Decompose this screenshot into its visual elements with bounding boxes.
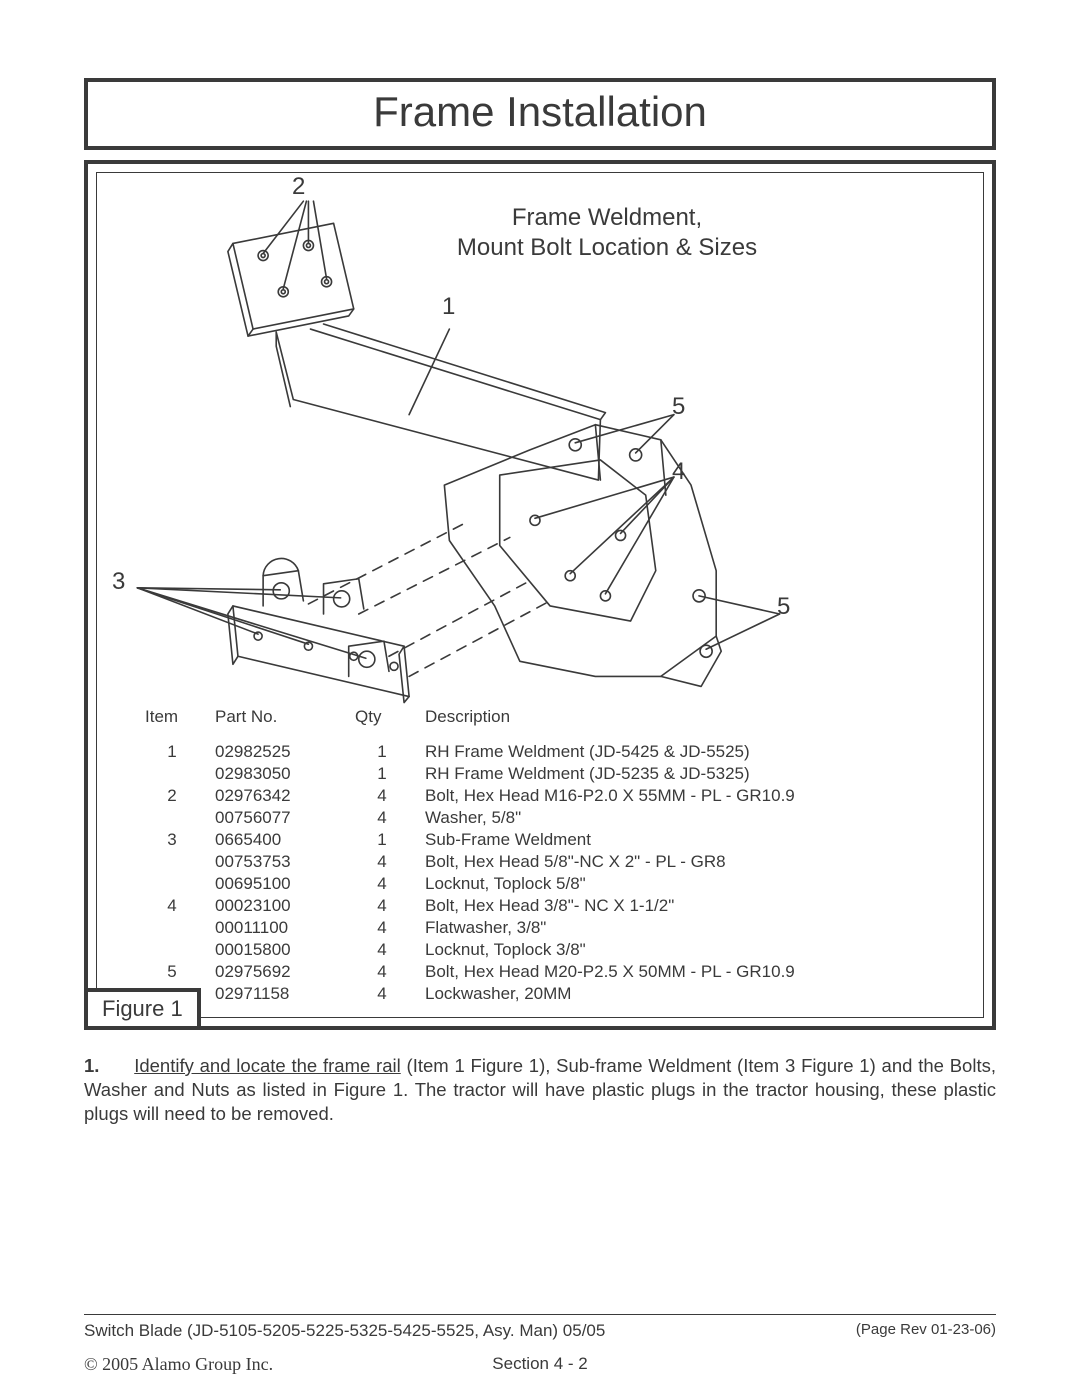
table-row: 2029763424Bolt, Hex Head M16-P2.0 X 55MM…	[137, 785, 963, 807]
table-cell: Bolt, Hex Head M16-P2.0 X 55MM - PL - GR…	[417, 785, 963, 807]
parts-header: Description	[417, 703, 963, 741]
table-cell: 4	[347, 917, 417, 939]
table-cell: 5	[137, 961, 207, 983]
table-cell: Lockwasher, 20MM	[417, 983, 963, 1005]
table-cell: Flatwasher, 3/8"	[417, 917, 963, 939]
table-cell: 4	[347, 851, 417, 873]
table-row: 007560774Washer, 5/8"	[137, 807, 963, 829]
table-cell	[137, 873, 207, 895]
footer-rev: (Page Rev 01-23-06)	[856, 1321, 996, 1341]
figure-frame: Frame Weldment, Mount Bolt Location & Si…	[84, 160, 996, 1030]
page-title-box: Frame Installation	[84, 78, 996, 150]
table-cell: 02982525	[207, 741, 347, 763]
table-cell: Bolt, Hex Head 5/8"-NC X 2" - PL - GR8	[417, 851, 963, 873]
table-row: 1029825251RH Frame Weldment (JD-5425 & J…	[137, 741, 963, 763]
note-underlined: Identify and locate the frame rail	[134, 1055, 401, 1076]
table-row: 029830501RH Frame Weldment (JD-5235 & JD…	[137, 763, 963, 785]
table-cell: 4	[347, 939, 417, 961]
table-cell: 1	[347, 829, 417, 851]
table-cell: 02983050	[207, 763, 347, 785]
footer-line1: Switch Blade (JD-5105-5205-5225-5325-542…	[84, 1314, 996, 1341]
page-title: Frame Installation	[373, 88, 707, 135]
table-cell: Washer, 5/8"	[417, 807, 963, 829]
figure-label: Figure 1	[84, 988, 201, 1030]
parts-header: Qty	[347, 703, 417, 741]
instruction-note: 1. Identify and locate the frame rail (I…	[84, 1054, 996, 1126]
table-cell: Bolt, Hex Head M20-P2.5 X 50MM - PL - GR…	[417, 961, 963, 983]
note-number: 1.	[84, 1055, 99, 1076]
table-cell: 2	[137, 785, 207, 807]
table-cell: 4	[347, 961, 417, 983]
table-cell: RH Frame Weldment (JD-5425 & JD-5525)	[417, 741, 963, 763]
table-cell: 4	[347, 895, 417, 917]
table-cell: 1	[137, 741, 207, 763]
table-cell: 3	[137, 829, 207, 851]
table-cell: 02976342	[207, 785, 347, 807]
table-cell: Locknut, Toplock 5/8"	[417, 873, 963, 895]
table-cell: Sub-Frame Weldment	[417, 829, 963, 851]
table-row: 000111004Flatwasher, 3/8"	[137, 917, 963, 939]
table-cell: 00695100	[207, 873, 347, 895]
table-cell: 00753753	[207, 851, 347, 873]
parts-header: Item	[137, 703, 207, 741]
table-cell: Bolt, Hex Head 3/8"- NC X 1-1/2"	[417, 895, 963, 917]
table-cell	[137, 851, 207, 873]
table-row: 000158004Locknut, Toplock 3/8"	[137, 939, 963, 961]
table-cell: 1	[347, 763, 417, 785]
table-cell: 00023100	[207, 895, 347, 917]
parts-header: Part No.	[207, 703, 347, 741]
table-cell	[137, 917, 207, 939]
table-cell: 4	[347, 807, 417, 829]
figure-inner: Frame Weldment, Mount Bolt Location & Si…	[96, 172, 984, 1018]
table-cell	[137, 763, 207, 785]
table-cell: 0665400	[207, 829, 347, 851]
footer-section: Section 4 - 2	[492, 1354, 587, 1374]
table-row: 007537534Bolt, Hex Head 5/8"-NC X 2" - P…	[137, 851, 963, 873]
table-cell: RH Frame Weldment (JD-5235 & JD-5325)	[417, 763, 963, 785]
table-cell: 4	[137, 895, 207, 917]
table-row: 4000231004Bolt, Hex Head 3/8"- NC X 1-1/…	[137, 895, 963, 917]
table-cell: Locknut, Toplock 3/8"	[417, 939, 963, 961]
table-cell: 4	[347, 785, 417, 807]
manual-page: Frame Installation Frame Weldment, Mount…	[0, 0, 1080, 1397]
footer-copyright: © 2005 Alamo Group Inc.	[84, 1354, 273, 1375]
footer-line2: © 2005 Alamo Group Inc. Section 4 - 2	[84, 1354, 996, 1375]
table-row: 5029756924Bolt, Hex Head M20-P2.5 X 50MM…	[137, 961, 963, 983]
table-cell: 02971158	[207, 983, 347, 1005]
parts-table: ItemPart No.QtyDescription 1029825251RH …	[137, 703, 963, 1005]
footer-model: Switch Blade (JD-5105-5205-5225-5325-542…	[84, 1321, 605, 1341]
table-cell	[137, 807, 207, 829]
table-row: 029711584Lockwasher, 20MM	[137, 983, 963, 1005]
table-cell: 1	[347, 741, 417, 763]
table-cell: 00011100	[207, 917, 347, 939]
table-cell	[137, 939, 207, 961]
table-cell: 4	[347, 873, 417, 895]
table-row: 306654001Sub-Frame Weldment	[137, 829, 963, 851]
table-row: 006951004Locknut, Toplock 5/8"	[137, 873, 963, 895]
table-cell: 4	[347, 983, 417, 1005]
table-cell: 02975692	[207, 961, 347, 983]
table-cell: 00756077	[207, 807, 347, 829]
table-cell: 00015800	[207, 939, 347, 961]
